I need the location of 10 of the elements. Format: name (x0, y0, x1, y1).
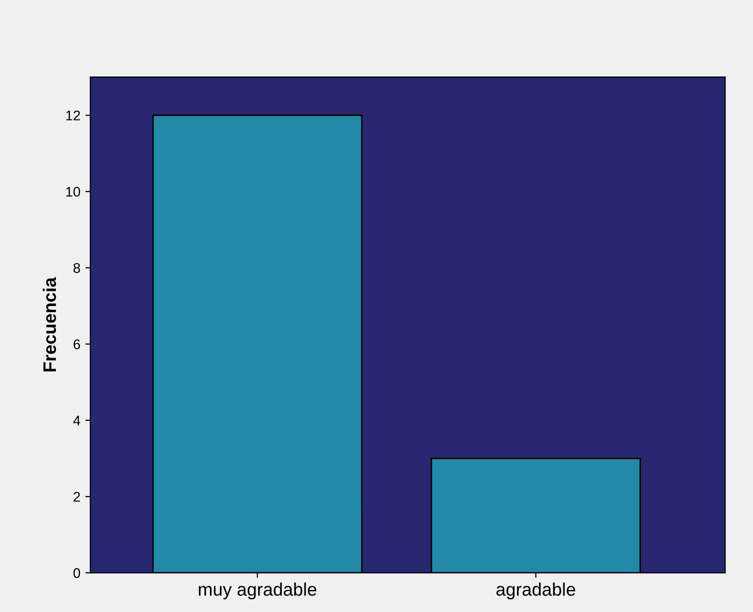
y-tick-label: 0 (73, 568, 80, 578)
x-tick-label: muy agradable (198, 582, 316, 600)
y-tick-label: 2 (74, 492, 80, 502)
y-tick-label: 12 (66, 110, 80, 120)
x-tick-label: agradable (496, 582, 576, 600)
y-tick-label: 8 (74, 263, 80, 273)
y-tick-label: 6 (74, 339, 80, 350)
y-tick-label: 10 (66, 186, 80, 197)
y-axis-title: Frecuencia (42, 277, 56, 372)
y-tick-label: 4 (73, 416, 80, 426)
